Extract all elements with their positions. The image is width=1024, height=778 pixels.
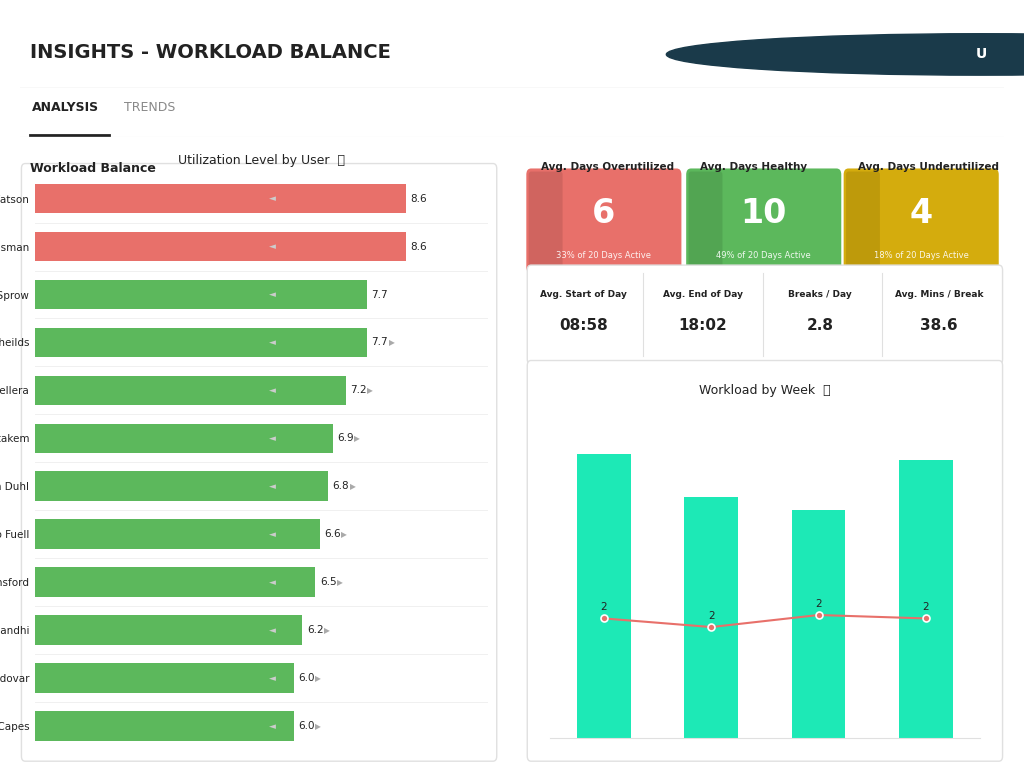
Text: 2.8: 2.8: [806, 317, 834, 333]
Text: 18:02: 18:02: [679, 317, 727, 333]
Text: Avg. Days Underutilized: Avg. Days Underutilized: [858, 163, 999, 172]
Text: Avg. Mins / Break: Avg. Mins / Break: [895, 290, 983, 300]
Text: 10: 10: [740, 197, 786, 230]
Text: Avg. Days Overutilized: Avg. Days Overutilized: [541, 163, 674, 172]
FancyBboxPatch shape: [686, 169, 842, 273]
Text: 08:58: 08:58: [559, 317, 608, 333]
Text: INSIGHTS - WORKLOAD BALANCE: INSIGHTS - WORKLOAD BALANCE: [31, 43, 391, 62]
Text: 33% of 20 Days Active: 33% of 20 Days Active: [556, 251, 651, 260]
Text: Avg. Start of Day: Avg. Start of Day: [540, 290, 627, 300]
FancyBboxPatch shape: [528, 171, 562, 270]
FancyBboxPatch shape: [527, 360, 1002, 761]
Text: Avg. End of Day: Avg. End of Day: [663, 290, 742, 300]
FancyBboxPatch shape: [527, 265, 1002, 364]
Text: 49% of 20 Days Active: 49% of 20 Days Active: [717, 251, 811, 260]
FancyBboxPatch shape: [526, 169, 681, 273]
Text: Breaks / Day: Breaks / Day: [787, 290, 852, 300]
Text: 38.6: 38.6: [921, 317, 957, 333]
Circle shape: [667, 33, 1024, 75]
FancyBboxPatch shape: [846, 171, 880, 270]
Text: TRENDS: TRENDS: [124, 101, 175, 114]
FancyBboxPatch shape: [688, 171, 723, 270]
Text: ANALYSIS: ANALYSIS: [33, 101, 99, 114]
Text: 4: 4: [909, 197, 933, 230]
Text: Avg. Days Healthy: Avg. Days Healthy: [700, 163, 808, 172]
Text: Workload Balance: Workload Balance: [30, 163, 156, 175]
FancyBboxPatch shape: [844, 169, 998, 273]
Text: 6: 6: [592, 197, 615, 230]
FancyBboxPatch shape: [22, 163, 497, 761]
Text: U: U: [975, 47, 986, 61]
Text: 18% of 20 Days Active: 18% of 20 Days Active: [873, 251, 969, 260]
